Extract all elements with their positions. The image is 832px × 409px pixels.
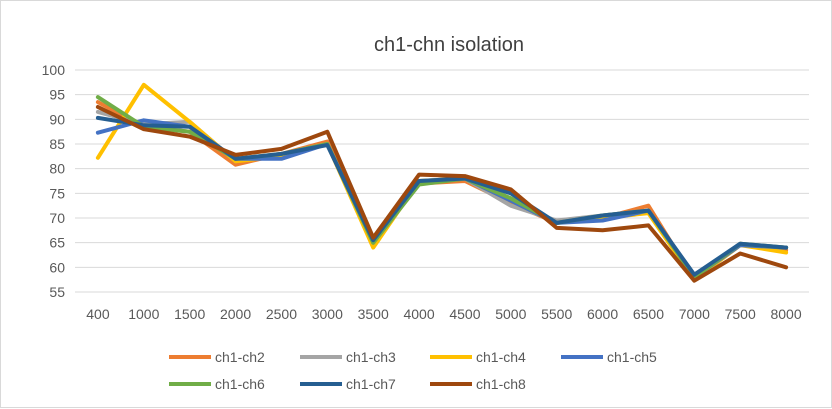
legend-label: ch1-ch2: [215, 349, 265, 365]
legend-label: ch1-ch7: [346, 376, 396, 392]
gridlines: [75, 69, 809, 293]
x-tick-label: 5500: [541, 306, 572, 322]
series-line-ch1-ch8: [95, 105, 789, 283]
legend-label: ch1-ch8: [476, 376, 526, 392]
y-tick-label: 75: [49, 185, 65, 201]
y-tick-label: 80: [49, 161, 65, 177]
x-tick-label: 3000: [312, 306, 343, 322]
chart-title: ch1-chn isolation: [374, 34, 524, 56]
x-tick-label: 4000: [403, 306, 434, 322]
x-tick-label: 1000: [128, 306, 159, 322]
legend-label: ch1-ch5: [607, 349, 657, 365]
x-axis-ticks: 400 1000 1500 2000 2500 3000 3500 4000 4500 5000 5…: [86, 306, 802, 322]
x-tick-label: 7500: [725, 306, 756, 322]
series-line-ch1-ch2: [95, 100, 789, 282]
x-tick-label: 400: [86, 306, 110, 322]
y-axis-ticks: 55 60 65 70 75 80 85 90 95 100: [42, 62, 66, 300]
x-tick-label: 2500: [266, 306, 297, 322]
y-tick-label: 55: [49, 284, 65, 300]
x-tick-label: 2000: [220, 306, 251, 322]
x-tick-label: 7000: [679, 306, 710, 322]
series-line-ch1-ch6: [95, 95, 789, 280]
legend-label: ch1-ch6: [215, 376, 265, 392]
x-tick-label: 6000: [587, 306, 618, 322]
x-tick-label: 5000: [495, 306, 526, 322]
y-tick-label: 100: [42, 62, 66, 78]
y-tick-label: 95: [49, 87, 65, 103]
legend-label: ch1-ch3: [346, 349, 396, 365]
y-tick-label: 65: [49, 235, 65, 251]
legend: ch1-ch2 ch1-ch3 ch1-ch4 ch1-ch5 ch1-ch6 ch1-c…: [169, 349, 657, 392]
series-line-ch1-ch7: [95, 115, 789, 277]
x-tick-label: 3500: [358, 306, 389, 322]
x-tick-label: 8000: [770, 306, 801, 322]
x-tick-label: 1500: [174, 306, 205, 322]
x-tick-label: 6500: [633, 306, 664, 322]
x-tick-label: 4500: [449, 306, 480, 322]
y-tick-label: 70: [49, 210, 65, 226]
legend-label: ch1-ch4: [476, 349, 526, 365]
y-tick-label: 60: [49, 259, 65, 275]
y-tick-label: 90: [49, 111, 65, 127]
y-tick-label: 85: [49, 136, 65, 152]
series-lines: [95, 82, 789, 283]
